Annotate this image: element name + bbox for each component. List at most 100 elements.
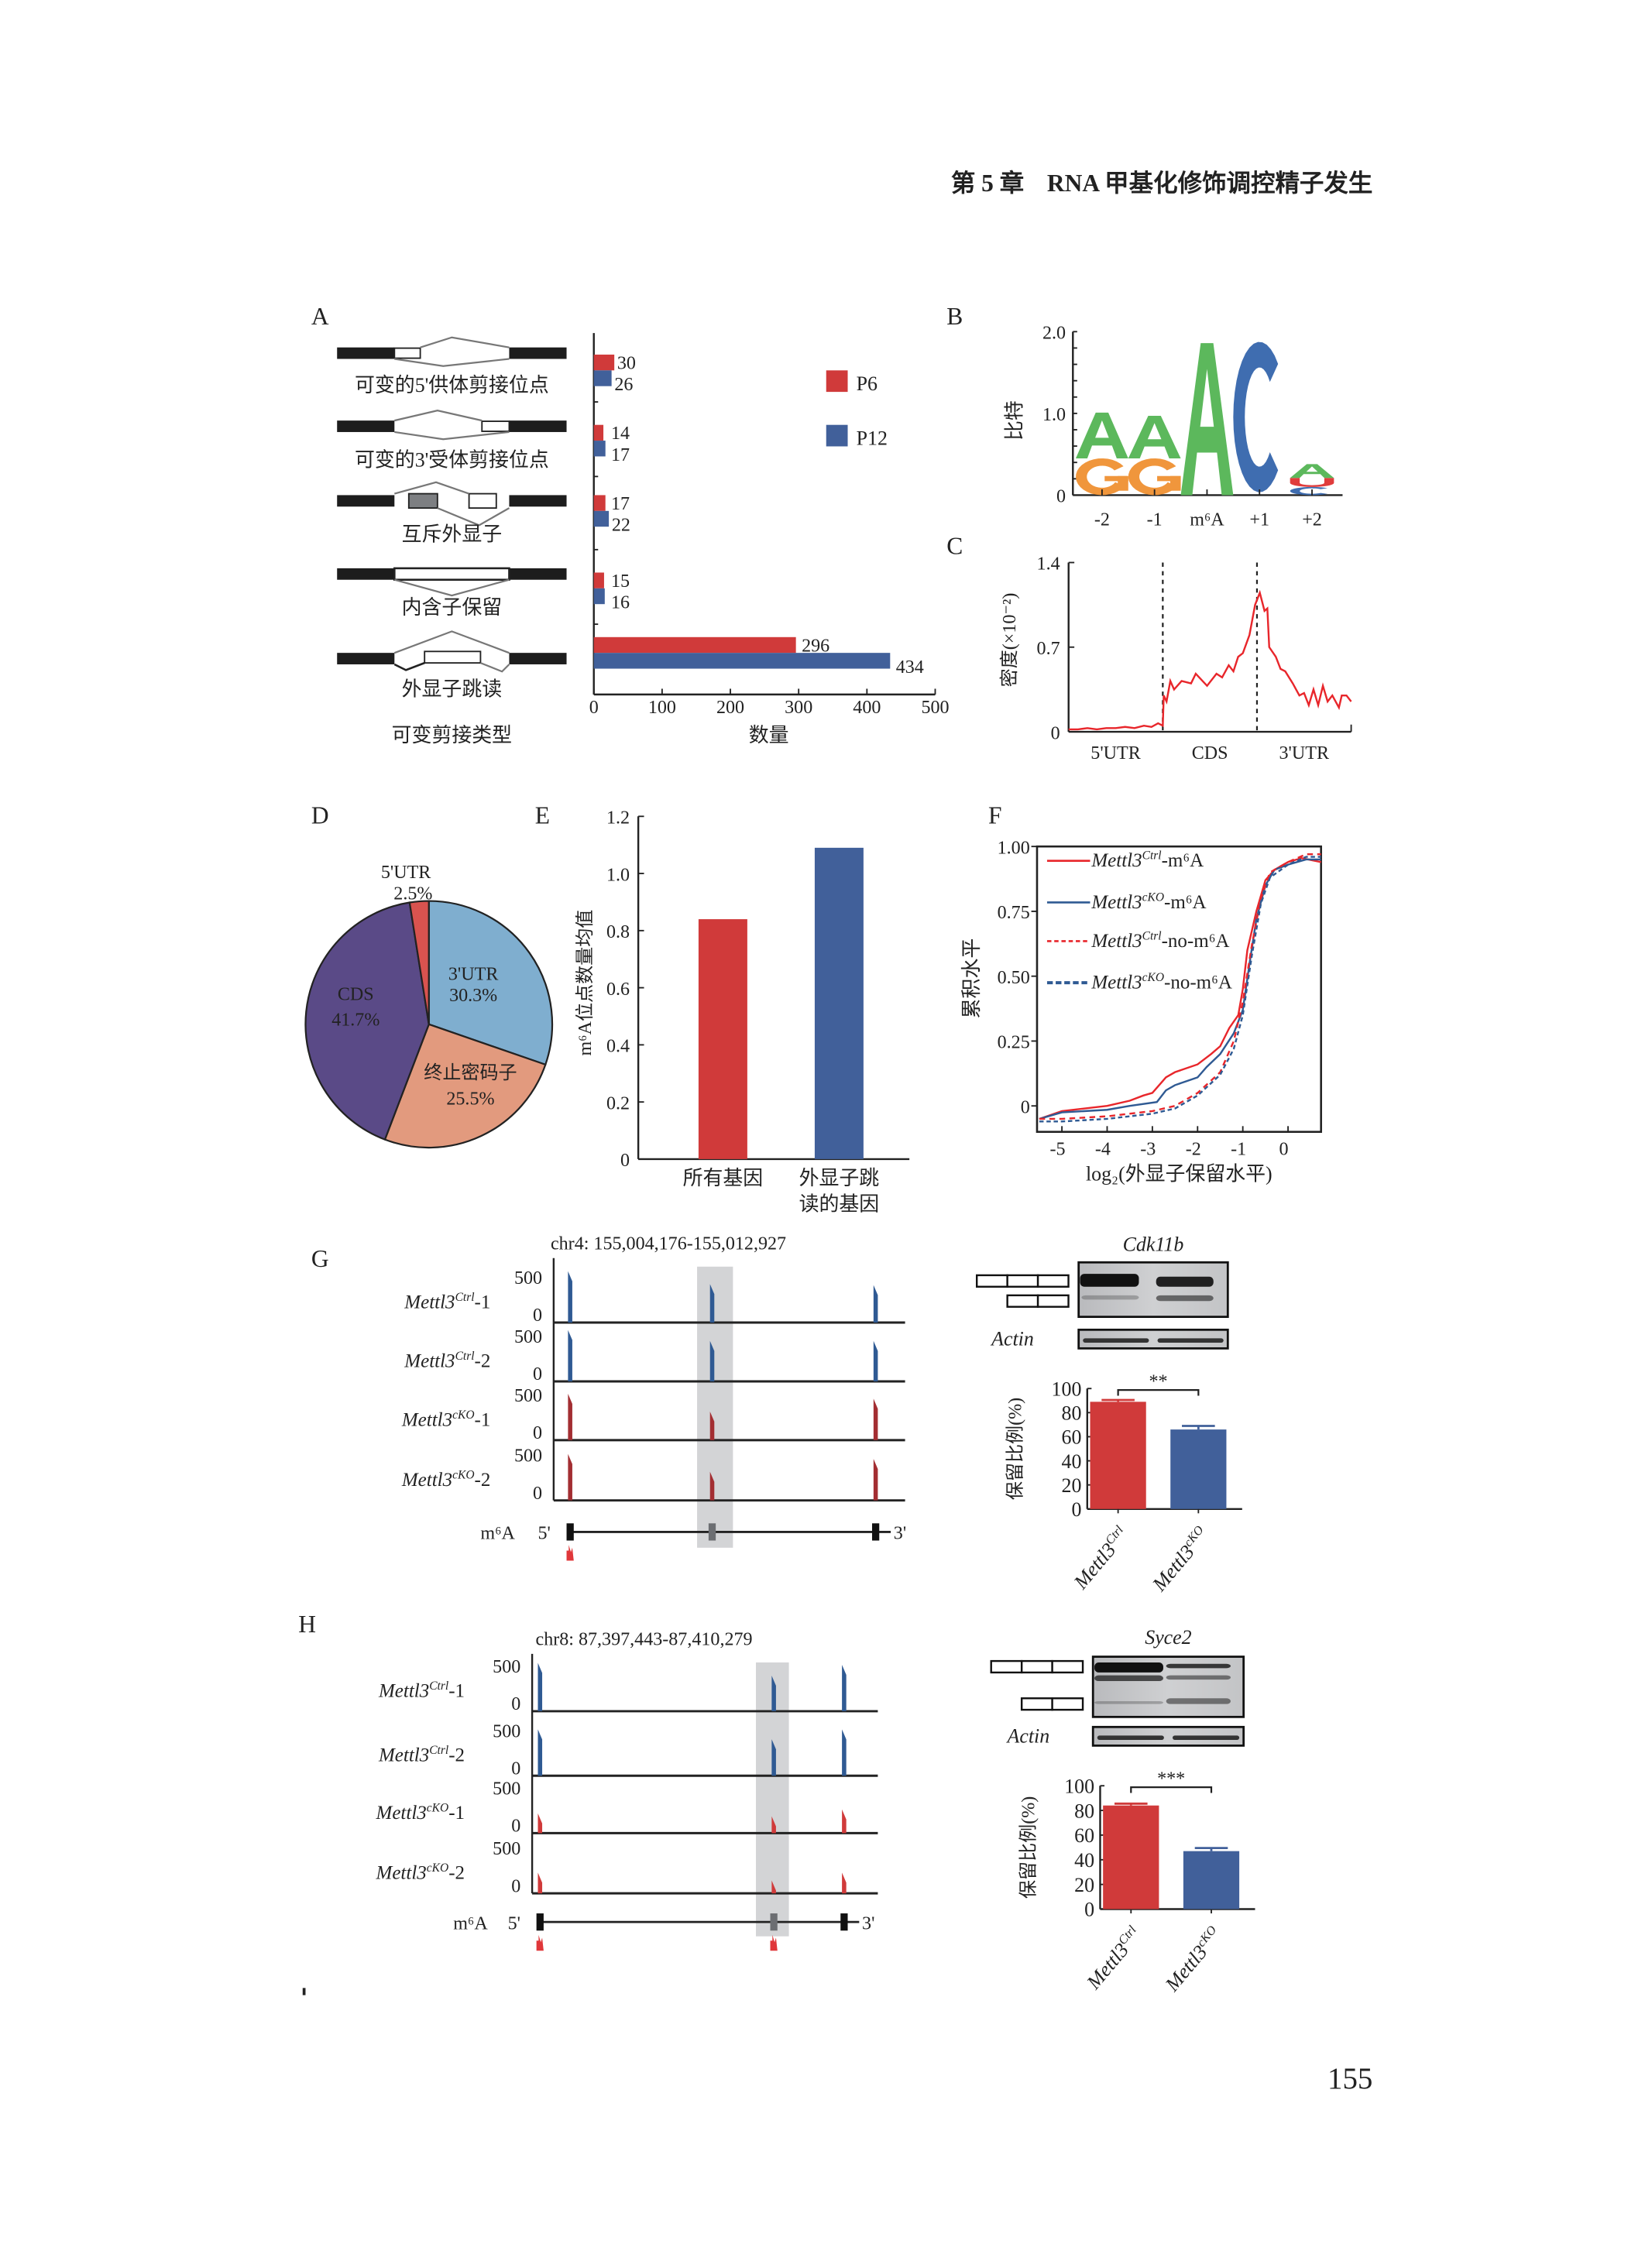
- genotype-superscript: cKO: [1142, 971, 1164, 984]
- coverage-peak: [538, 1813, 543, 1834]
- splicing-schematic: [337, 481, 567, 527]
- gene-name: Mettl3: [404, 1350, 455, 1371]
- exon-block: [566, 1523, 574, 1541]
- x-tick-label: -4: [1095, 1139, 1111, 1159]
- sample-label: Mettl3cKO-2: [376, 1861, 465, 1884]
- panel-label-e: E: [535, 802, 550, 829]
- logo-letter-c: [1290, 486, 1328, 496]
- coverage-peak: [873, 1459, 878, 1501]
- y-tick-label: 0.6: [606, 980, 630, 1000]
- track-scale-max: 500: [514, 1386, 542, 1406]
- track-scale-max: 500: [493, 1779, 520, 1799]
- x-tick-label: -2: [1186, 1139, 1201, 1159]
- gel-band: [1166, 1698, 1231, 1704]
- legend-label: P12: [857, 427, 888, 450]
- genotype-superscript: Ctrl: [429, 1744, 448, 1757]
- gel-gene-title: Syce2: [1145, 1626, 1191, 1649]
- x-tick-label: 500: [921, 698, 949, 718]
- exon-block: [536, 1913, 544, 1931]
- constitutive-exon: [337, 653, 395, 664]
- logo-letter-a: [1290, 464, 1334, 479]
- bar-value-label: 17: [611, 445, 630, 465]
- isoform-exon-box: [990, 1659, 1023, 1674]
- significance-stars: **: [1149, 1371, 1167, 1391]
- bar-p6: [593, 572, 604, 588]
- next-panel-fragment: [302, 1988, 306, 1995]
- y-tick-label: 80: [1074, 1800, 1094, 1822]
- locus-title: chr4: 155,004,176-155,012,927: [551, 1234, 786, 1254]
- logo-letter-shape: [1128, 416, 1181, 458]
- track-scale-min: 0: [511, 1694, 520, 1714]
- legend-label: P6: [857, 372, 878, 395]
- bar: [1183, 1851, 1240, 1909]
- gene-name: Mettl3: [404, 1292, 455, 1313]
- slice-label: 3'UTR: [448, 964, 499, 984]
- track-scale-max: 500: [514, 1268, 542, 1288]
- y-tick-label: 100: [1064, 1775, 1094, 1797]
- legend-label: Mettl3cKO-m⁶A: [1090, 890, 1206, 913]
- sample-label: Mettl3cKO-1: [401, 1408, 491, 1431]
- significance-bracket: [1130, 1786, 1213, 1793]
- slice-percent: 25.5%: [446, 1089, 494, 1110]
- splice-junction: [480, 662, 510, 673]
- y-axis-title: 累积水平: [960, 938, 983, 1019]
- label-suffix: -m⁶A: [1162, 850, 1204, 871]
- coverage-peak: [709, 1284, 715, 1323]
- track-scale-max: 500: [493, 1721, 520, 1741]
- gene-name: Mettl3: [1090, 892, 1142, 913]
- alternative-exon: [393, 347, 421, 359]
- panel-label-d: D: [311, 802, 329, 829]
- bar-p6: [593, 354, 615, 371]
- bar-value-label: 16: [611, 593, 630, 613]
- y-tick-label: 60: [1061, 1426, 1081, 1449]
- bar-value-label: 30: [617, 353, 636, 373]
- alternative-exon: [481, 420, 510, 432]
- actin-band: [1157, 1338, 1224, 1343]
- pie-slice: [408, 900, 430, 1024]
- bar: [698, 919, 747, 1159]
- gel-band: [1166, 1663, 1231, 1669]
- pie-slice: [383, 1023, 547, 1149]
- gene-name: Mettl3: [376, 1803, 427, 1824]
- bar-p6: [593, 495, 606, 511]
- track-scale-max: 500: [514, 1446, 542, 1467]
- coverage-peak: [771, 1880, 776, 1894]
- skipped-exon-highlight: [697, 1266, 733, 1548]
- y-tick-label: 1.2: [606, 808, 630, 829]
- sample-label: Mettl3cKO-1: [376, 1801, 465, 1824]
- bar-p12: [593, 588, 605, 605]
- y-tick-label: 60: [1074, 1824, 1094, 1847]
- plot-frame: [1036, 845, 1322, 1134]
- y-axis-title: 密度(×10⁻²): [999, 593, 1020, 688]
- chapter-number: 第 5 章: [951, 169, 1024, 197]
- y-tick-label: 20: [1074, 1874, 1094, 1896]
- logo-letter-shape: [1290, 464, 1334, 479]
- gel-band: [1156, 1295, 1214, 1302]
- panel-label-g: G: [311, 1245, 329, 1272]
- skipped-exon: [424, 650, 482, 664]
- significance-stars: ***: [1157, 1769, 1185, 1789]
- track-scale-max: 500: [493, 1657, 520, 1677]
- splice-junction: [394, 358, 510, 367]
- loading-control-label: Actin: [1006, 1725, 1050, 1748]
- constitutive-exon: [509, 568, 567, 580]
- track-scale-min: 0: [533, 1306, 542, 1326]
- track-scale-min: 0: [533, 1423, 542, 1443]
- logo-letter-g: [1076, 458, 1128, 496]
- genotype-superscript: Ctrl: [455, 1291, 475, 1304]
- genotype-superscript: cKO: [452, 1469, 474, 1482]
- splicing-schematic: [337, 410, 567, 441]
- exon-block: [872, 1523, 880, 1541]
- x-tick-label: 0: [1279, 1139, 1288, 1159]
- category-label: 可变的3'受体剪接位点: [355, 448, 549, 471]
- label-suffix: -1: [475, 1292, 491, 1313]
- actin-band: [1097, 1735, 1164, 1740]
- isoform-exon-box: [1020, 1659, 1053, 1674]
- significance-bracket: [1117, 1388, 1200, 1396]
- panel-label-h: H: [298, 1611, 316, 1638]
- bar-p6: [593, 636, 796, 654]
- x-tick-label: m⁶A: [1190, 510, 1224, 530]
- coverage-peak: [568, 1453, 572, 1501]
